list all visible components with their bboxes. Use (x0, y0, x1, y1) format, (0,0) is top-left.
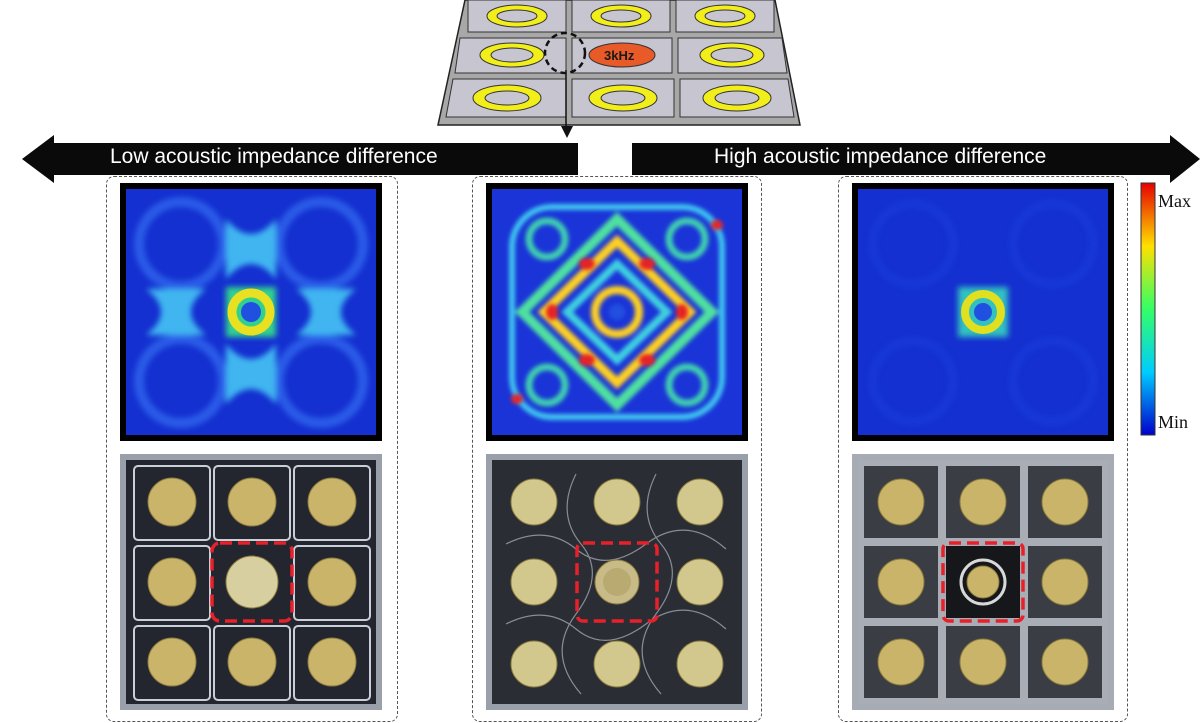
plate-cell (467, 0, 567, 33)
left-arrow-label: Low acoustic impedance difference (110, 145, 438, 168)
plate-cell (679, 78, 795, 118)
photo-high (852, 454, 1114, 710)
plate-cell (675, 0, 775, 33)
colorbar-max-label: Max (1158, 191, 1191, 211)
boundary-highlight (543, 31, 587, 75)
right-arrow-label: High acoustic impedance difference (714, 145, 1047, 168)
panel-high (838, 176, 1128, 722)
photo-low (120, 454, 382, 710)
simulation-high (852, 183, 1114, 441)
pointer-arrowhead (561, 126, 573, 138)
photo-middle (486, 454, 748, 710)
simulation-middle (486, 183, 748, 441)
panel-low (106, 176, 398, 722)
left-arrow (22, 135, 578, 183)
plate-cell (454, 37, 567, 74)
panel-middle (472, 176, 762, 722)
plate-cell (677, 37, 788, 74)
plate-cell (445, 78, 567, 118)
plate-cell (571, 78, 675, 118)
simulation-low (120, 183, 382, 441)
plate-schematic (437, 0, 801, 130)
plate-cell (571, 0, 671, 33)
colorbar-min-label: Min (1158, 412, 1189, 432)
frequency-label: 3kHz (604, 48, 635, 63)
right-arrow (632, 135, 1200, 183)
plate-cell-excited (571, 37, 673, 74)
colorbar (1140, 182, 1156, 436)
